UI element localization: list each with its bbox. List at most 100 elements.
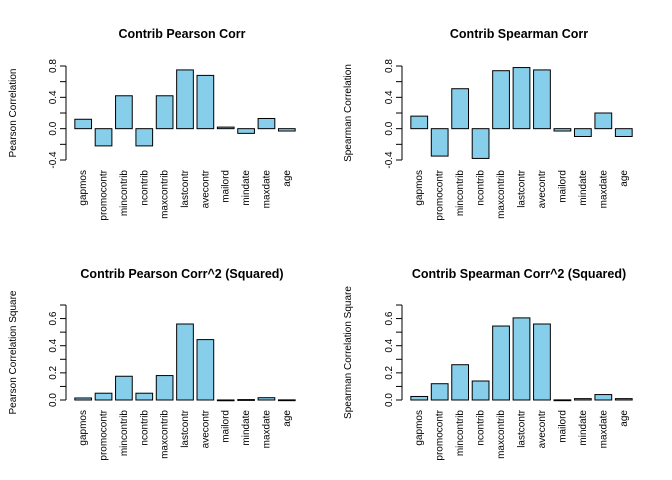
category-label: gapmos — [78, 170, 89, 206]
bar-gapmos — [74, 118, 93, 130]
y-tick-label: 0.4 — [48, 90, 59, 104]
bar-mailord — [216, 126, 235, 130]
y-tick-label: 0.4 — [48, 338, 59, 352]
bar-gapmos — [410, 115, 429, 130]
bar-mincontrib — [451, 88, 470, 130]
category-label: maxdate — [598, 170, 609, 209]
y-tick-label: 0.2 — [384, 365, 395, 379]
chart-title: Contrib Pearson Corr^2 (Squared) — [80, 267, 283, 281]
y-tick-label: 0.4 — [384, 338, 395, 352]
category-label: promocontr — [99, 409, 110, 460]
y-tick-label: 0.8 — [48, 59, 59, 73]
y-tick-label: 0.0 — [48, 121, 59, 135]
category-label: gapmos — [78, 410, 89, 446]
bar-lastcontr — [176, 69, 194, 130]
bar-gapmos — [74, 397, 93, 401]
chart-title: Contrib Spearman Corr^2 (Squared) — [412, 267, 626, 281]
chart-panel-4: Contrib Spearman Corr^2 (Squared) Spearma… — [343, 267, 633, 461]
bar-mindate — [237, 399, 255, 401]
y-tick-label: 0.6 — [384, 311, 395, 325]
category-label: avecontr — [200, 169, 211, 208]
category-label: mindate — [578, 170, 589, 206]
bar-mailord — [553, 128, 572, 132]
category-label: maxcontrib — [160, 170, 171, 219]
category-label: ncontrib — [476, 170, 487, 206]
category-label: maxcontrib — [496, 410, 507, 459]
bar-maxcontrib — [155, 375, 174, 401]
bar-mindate — [573, 398, 592, 401]
category-label: age — [282, 170, 293, 187]
category-label: mincontrib — [455, 170, 466, 217]
category-label: age — [619, 170, 630, 187]
category-label: avecontr — [200, 409, 211, 448]
category-label: mindate — [241, 410, 252, 446]
bar-avecontr — [533, 69, 551, 130]
bar-mailord — [553, 399, 572, 402]
category-label: mindate — [241, 170, 252, 206]
bar-mincontrib — [115, 375, 133, 401]
bar-mailord — [216, 399, 235, 402]
bar-promocontr — [430, 128, 449, 157]
y-tick-label: 0.0 — [384, 393, 395, 407]
category-label: lastcontr — [180, 409, 191, 447]
y-axis-label: Pearson Correlation — [8, 69, 19, 158]
bar-mindate — [573, 128, 592, 138]
bar-maxcontrib — [492, 70, 510, 130]
bar-maxdate — [257, 117, 276, 130]
category-label: mincontrib — [119, 410, 130, 457]
bar-avecontr — [533, 323, 551, 401]
category-label: gapmos — [414, 170, 425, 206]
bar-maxdate — [594, 112, 613, 130]
y-tick-label: 0.0 — [48, 393, 59, 407]
bar-avecontr — [196, 74, 215, 130]
category-label: maxdate — [261, 170, 272, 209]
category-label: mailord — [557, 410, 568, 443]
y-tick-label: 0.2 — [48, 365, 59, 379]
y-tick-label: 0.6 — [48, 311, 59, 325]
bar-lastcontr — [512, 67, 531, 130]
bar-age — [277, 399, 296, 402]
category-label: avecontr — [537, 409, 548, 448]
y-tick-label: -0.4 — [384, 151, 395, 169]
bar-ncontrib — [135, 392, 154, 401]
y-axis-label: Pearson Correlation Square — [8, 290, 19, 414]
chart-title: Contrib Spearman Corr — [450, 27, 588, 41]
bar-maxcontrib — [492, 325, 510, 401]
bar-age — [277, 128, 296, 132]
y-tick-label: 0.8 — [384, 59, 395, 73]
category-label: mailord — [557, 170, 568, 203]
category-label: ncontrib — [139, 170, 150, 206]
bar-mindate — [237, 128, 255, 134]
category-label: promocontr — [435, 169, 446, 220]
category-label: mailord — [221, 170, 232, 203]
category-label: age — [282, 410, 293, 427]
category-label: maxdate — [598, 410, 609, 449]
bar-mincontrib — [115, 95, 133, 130]
y-tick-label: 0.0 — [384, 121, 395, 135]
chart-panel-3: Contrib Pearson Corr^2 (Squared) Pearson … — [8, 267, 296, 461]
bar-lastcontr — [176, 323, 194, 401]
bar-age — [614, 128, 633, 138]
category-label: gapmos — [414, 410, 425, 446]
bar-promocontr — [94, 392, 113, 401]
y-axis-label: Spearman Correlation — [343, 64, 354, 162]
category-label: avecontr — [537, 169, 548, 208]
category-label: lastcontr — [180, 169, 191, 207]
y-tick-label: 0.4 — [384, 90, 395, 104]
category-label: maxcontrib — [160, 410, 171, 459]
y-axis-label: Spearman Correlation Square — [343, 286, 354, 419]
category-label: mindate — [578, 410, 589, 446]
category-label: mincontrib — [119, 170, 130, 217]
bar-promocontr — [94, 128, 113, 147]
category-label: mailord — [221, 410, 232, 443]
bar-age — [614, 398, 633, 401]
y-tick-label: -0.4 — [48, 151, 59, 169]
bar-gapmos — [410, 395, 429, 401]
bar-promocontr — [430, 383, 449, 401]
category-label: maxdate — [261, 410, 272, 449]
bar-maxdate — [594, 394, 613, 401]
chart-panel-1: Contrib Pearson Corr Pearson Correlation -… — [8, 27, 296, 221]
chart-panel-2: Contrib Spearman Corr Spearman Correlatio… — [343, 27, 633, 221]
bar-maxcontrib — [155, 95, 174, 130]
